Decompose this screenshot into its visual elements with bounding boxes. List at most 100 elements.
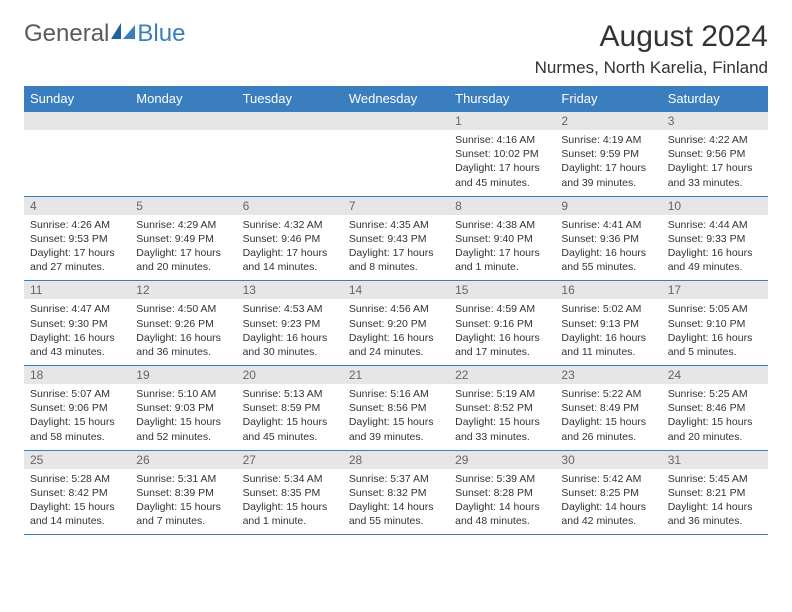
- sunset-text: Sunset: 9:26 PM: [136, 317, 230, 331]
- day-number: 30: [555, 451, 661, 469]
- sunset-text: Sunset: 9:23 PM: [243, 317, 337, 331]
- day-content: Sunrise: 5:42 AMSunset: 8:25 PMDaylight:…: [555, 469, 661, 535]
- daylight-text: Daylight: 17 hours and 39 minutes.: [561, 161, 655, 189]
- daylight-text: Daylight: 16 hours and 36 minutes.: [136, 331, 230, 359]
- daylight-text: Daylight: 17 hours and 8 minutes.: [349, 246, 443, 274]
- day-cell: 30Sunrise: 5:42 AMSunset: 8:25 PMDayligh…: [555, 450, 661, 535]
- day-number: 16: [555, 281, 661, 299]
- day-number: 15: [449, 281, 555, 299]
- day-cell: 21Sunrise: 5:16 AMSunset: 8:56 PMDayligh…: [343, 366, 449, 451]
- day-number: 9: [555, 197, 661, 215]
- daylight-text: Daylight: 15 hours and 39 minutes.: [349, 415, 443, 443]
- day-cell: 17Sunrise: 5:05 AMSunset: 9:10 PMDayligh…: [662, 281, 768, 366]
- daylight-text: Daylight: 17 hours and 27 minutes.: [30, 246, 124, 274]
- day-number: [130, 112, 236, 130]
- daylight-text: Daylight: 16 hours and 17 minutes.: [455, 331, 549, 359]
- day-content: Sunrise: 5:31 AMSunset: 8:39 PMDaylight:…: [130, 469, 236, 535]
- sunrise-text: Sunrise: 4:41 AM: [561, 218, 655, 232]
- sunrise-text: Sunrise: 4:38 AM: [455, 218, 549, 232]
- brand-part2: Blue: [137, 20, 185, 48]
- daylight-text: Daylight: 14 hours and 48 minutes.: [455, 500, 549, 528]
- day-content: Sunrise: 5:28 AMSunset: 8:42 PMDaylight:…: [24, 469, 130, 535]
- sunset-text: Sunset: 8:35 PM: [243, 486, 337, 500]
- sunrise-text: Sunrise: 4:56 AM: [349, 302, 443, 316]
- sunset-text: Sunset: 9:43 PM: [349, 232, 443, 246]
- sunrise-text: Sunrise: 5:34 AM: [243, 472, 337, 486]
- sunset-text: Sunset: 10:02 PM: [455, 147, 549, 161]
- day-cell: 4Sunrise: 4:26 AMSunset: 9:53 PMDaylight…: [24, 196, 130, 281]
- daylight-text: Daylight: 17 hours and 1 minute.: [455, 246, 549, 274]
- day-cell: 19 Sunrise: 5:10 AMSunset: 9:03 PMDayligh…: [130, 366, 236, 451]
- day-number: 6: [237, 197, 343, 215]
- sunset-text: Sunset: 9:36 PM: [561, 232, 655, 246]
- sunset-text: Sunset: 8:56 PM: [349, 401, 443, 415]
- daylight-text: Daylight: 17 hours and 33 minutes.: [668, 161, 762, 189]
- day-number: 19: [130, 366, 236, 384]
- sunrise-text: Sunrise: 4:29 AM: [136, 218, 230, 232]
- day-cell: 1Sunrise: 4:16 AMSunset: 10:02 PMDayligh…: [449, 112, 555, 197]
- day-content: Sunrise: 4:35 AMSunset: 9:43 PMDaylight:…: [343, 215, 449, 281]
- sunrise-text: Sunrise: 5:10 AM: [136, 387, 230, 401]
- day-content: Sunrise: 4:19 AMSunset: 9:59 PMDaylight:…: [555, 130, 661, 196]
- sunset-text: Sunset: 9:03 PM: [136, 401, 230, 415]
- day-number: 13: [237, 281, 343, 299]
- day-content: Sunrise: 4:53 AMSunset: 9:23 PMDaylight:…: [237, 299, 343, 365]
- daylight-text: Daylight: 14 hours and 36 minutes.: [668, 500, 762, 528]
- day-cell: 15Sunrise: 4:59 AMSunset: 9:16 PMDayligh…: [449, 281, 555, 366]
- day-content: Sunrise: 4:56 AMSunset: 9:20 PMDaylight:…: [343, 299, 449, 365]
- daylight-text: Daylight: 15 hours and 33 minutes.: [455, 415, 549, 443]
- weekday-header: Thursday: [449, 86, 555, 112]
- brand-logo: General Blue: [24, 20, 185, 48]
- day-content: Sunrise: 4:29 AMSunset: 9:49 PMDaylight:…: [130, 215, 236, 281]
- daylight-text: Daylight: 15 hours and 1 minute.: [243, 500, 337, 528]
- day-content: Sunrise: 5:25 AMSunset: 8:46 PMDaylight:…: [662, 384, 768, 450]
- day-cell: 23Sunrise: 5:22 AMSunset: 8:49 PMDayligh…: [555, 366, 661, 451]
- day-number: 7: [343, 197, 449, 215]
- sunrise-text: Sunrise: 5:37 AM: [349, 472, 443, 486]
- sunset-text: Sunset: 8:46 PM: [668, 401, 762, 415]
- sunrise-text: Sunrise: 4:26 AM: [30, 218, 124, 232]
- calendar-table: SundayMondayTuesdayWednesdayThursdayFrid…: [24, 86, 768, 535]
- daylight-text: Daylight: 15 hours and 58 minutes.: [30, 415, 124, 443]
- sunset-text: Sunset: 9:46 PM: [243, 232, 337, 246]
- day-number: 27: [237, 451, 343, 469]
- brand-part1: General: [24, 20, 109, 48]
- day-content: [130, 130, 236, 188]
- sunrise-text: Sunrise: 5:42 AM: [561, 472, 655, 486]
- sunrise-text: Sunrise: 4:22 AM: [668, 133, 762, 147]
- week-row: 4Sunrise: 4:26 AMSunset: 9:53 PMDaylight…: [24, 196, 768, 281]
- day-content: Sunrise: 4:22 AMSunset: 9:56 PMDaylight:…: [662, 130, 768, 196]
- sunset-text: Sunset: 8:49 PM: [561, 401, 655, 415]
- day-cell: 2Sunrise: 4:19 AMSunset: 9:59 PMDaylight…: [555, 112, 661, 197]
- day-content: Sunrise: 5:05 AMSunset: 9:10 PMDaylight:…: [662, 299, 768, 365]
- sunset-text: Sunset: 9:40 PM: [455, 232, 549, 246]
- daylight-text: Daylight: 15 hours and 52 minutes.: [136, 415, 230, 443]
- sunrise-text: Sunrise: 5:05 AM: [668, 302, 762, 316]
- sunrise-text: Sunrise: 4:35 AM: [349, 218, 443, 232]
- daylight-text: Daylight: 16 hours and 11 minutes.: [561, 331, 655, 359]
- sunrise-text: Sunrise: 4:19 AM: [561, 133, 655, 147]
- day-cell: 18Sunrise: 5:07 AMSunset: 9:06 PMDayligh…: [24, 366, 130, 451]
- day-cell: 20Sunrise: 5:13 AMSunset: 8:59 PMDayligh…: [237, 366, 343, 451]
- day-number: 28: [343, 451, 449, 469]
- day-content: Sunrise: 4:16 AMSunset: 10:02 PMDaylight…: [449, 130, 555, 196]
- sunset-text: Sunset: 9:49 PM: [136, 232, 230, 246]
- day-number: 11: [24, 281, 130, 299]
- daylight-text: Daylight: 15 hours and 26 minutes.: [561, 415, 655, 443]
- week-row: 25Sunrise: 5:28 AMSunset: 8:42 PMDayligh…: [24, 450, 768, 535]
- day-number: 26: [130, 451, 236, 469]
- sunrise-text: Sunrise: 4:50 AM: [136, 302, 230, 316]
- sunset-text: Sunset: 8:39 PM: [136, 486, 230, 500]
- day-content: [343, 130, 449, 188]
- daylight-text: Daylight: 16 hours and 5 minutes.: [668, 331, 762, 359]
- day-content: Sunrise: 5:37 AMSunset: 8:32 PMDaylight:…: [343, 469, 449, 535]
- day-cell: 7Sunrise: 4:35 AMSunset: 9:43 PMDaylight…: [343, 196, 449, 281]
- daylight-text: Daylight: 15 hours and 45 minutes.: [243, 415, 337, 443]
- day-number: 3: [662, 112, 768, 130]
- week-row: 18Sunrise: 5:07 AMSunset: 9:06 PMDayligh…: [24, 366, 768, 451]
- daylight-text: Daylight: 15 hours and 7 minutes.: [136, 500, 230, 528]
- day-content: Sunrise: 5:19 AMSunset: 8:52 PMDaylight:…: [449, 384, 555, 450]
- day-number: 8: [449, 197, 555, 215]
- daylight-text: Daylight: 16 hours and 24 minutes.: [349, 331, 443, 359]
- daylight-text: Daylight: 17 hours and 14 minutes.: [243, 246, 337, 274]
